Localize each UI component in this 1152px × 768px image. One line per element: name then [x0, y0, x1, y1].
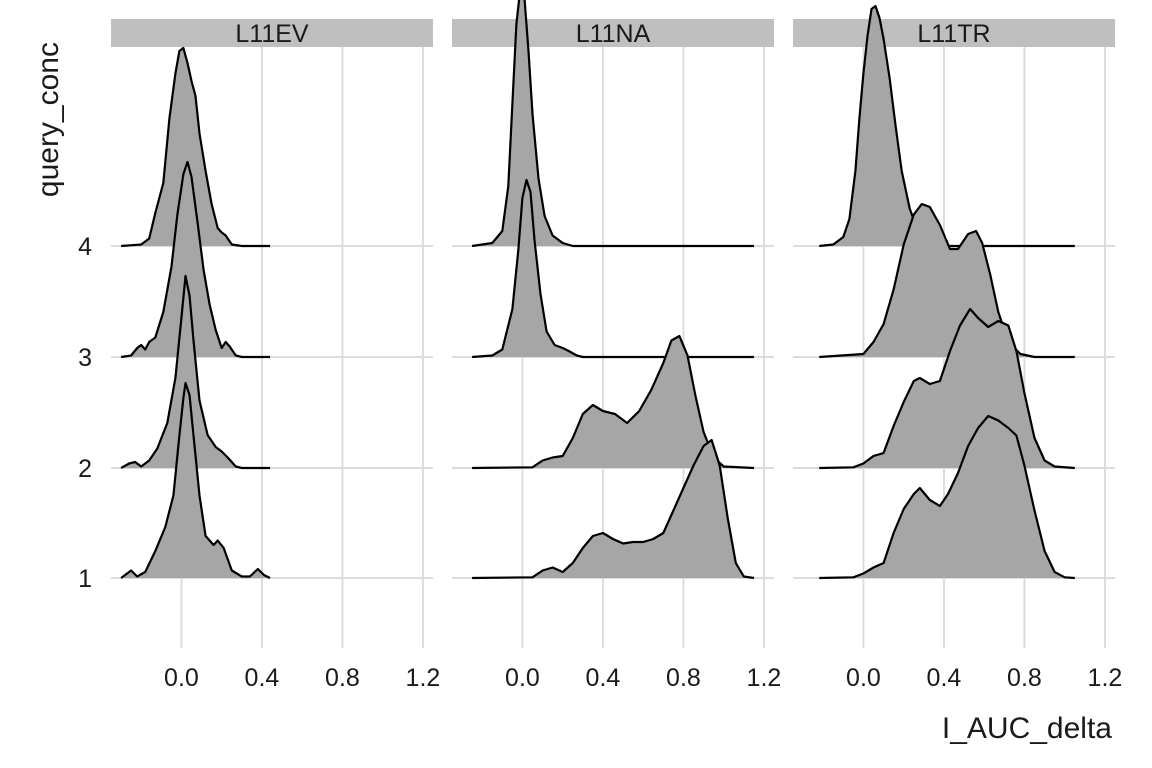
ridge-l11tr-level-2: [819, 307, 1075, 470]
y-tick-label: 1: [78, 565, 92, 593]
strip-background: [793, 19, 1115, 47]
strip-label: L11EV: [235, 20, 309, 48]
ridge-l11na-level-4: [471, 0, 754, 248]
x-tick-label: 0.0: [846, 664, 881, 692]
ridge-l11tr-level-1: [819, 414, 1075, 580]
y-tick-label: 4: [78, 233, 92, 261]
y-axis-title: query_conc: [32, 42, 65, 197]
x-axis-title: I_AUC_delta: [942, 712, 1112, 745]
x-tick-label: 1.2: [1088, 664, 1123, 692]
x-tick-label: 0.8: [325, 664, 360, 692]
x-tick-label: 1.2: [406, 664, 441, 692]
y-tick-label: 3: [78, 344, 92, 372]
y-axis-ticks: 1 2 3 4: [78, 233, 92, 593]
y-tick-label: 2: [78, 455, 92, 483]
panel-l11tr: L11TR 0.0 0.4 0.8 1.2: [793, 4, 1123, 692]
ridge-l11ev-level-1: [120, 381, 271, 579]
strip-label: L11TR: [917, 20, 990, 48]
ridge-l11ev-level-3: [120, 160, 270, 359]
x-tick-label: 0.8: [1007, 664, 1042, 692]
ridge-l11ev-level-4: [121, 46, 270, 248]
x-tick-label: 0.0: [164, 664, 199, 692]
ridge-l11na-level-3: [472, 178, 754, 359]
strip-background: [452, 19, 774, 47]
panels-group: L11EV 0.0 0.4 0.8 1.2 L11NA 0.0 0.4 0.8 1.2 L11TR 0…: [111, 0, 1122, 692]
x-tick-label: 0.4: [245, 664, 280, 692]
x-tick-label: 1.2: [747, 664, 782, 692]
x-tick-label: 0.4: [586, 664, 621, 692]
ridge-l11na-level-1: [472, 438, 755, 580]
ridge-l11na-level-2: [472, 334, 754, 470]
strip-label: L11NA: [576, 20, 651, 48]
x-tick-label: 0.4: [927, 664, 962, 692]
x-tick-label: 0.0: [505, 664, 540, 692]
panel-l11ev: L11EV 0.0 0.4 0.8 1.2: [111, 19, 440, 692]
x-tick-label: 0.8: [666, 664, 701, 692]
strip-background: [111, 19, 433, 47]
panel-l11na: L11NA 0.0 0.4 0.8 1.2: [452, 0, 781, 692]
ridge-l11ev-level-2: [120, 274, 270, 470]
